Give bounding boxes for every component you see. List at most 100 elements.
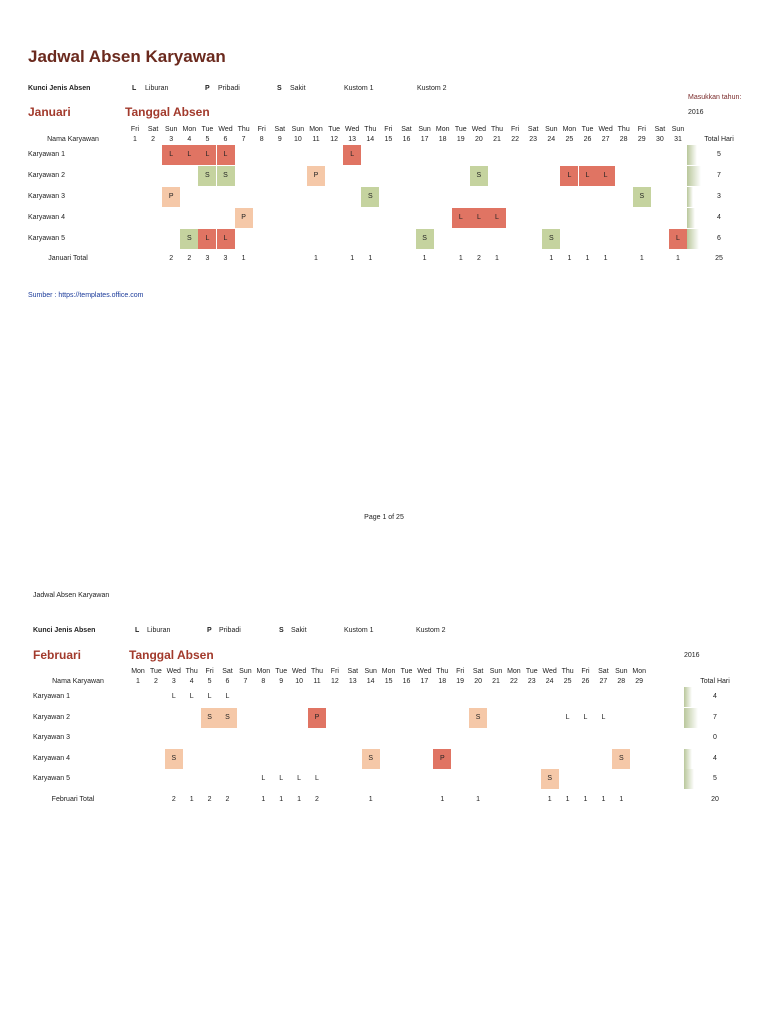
source-link[interactable]: Sumber : https://templates.office.com bbox=[28, 292, 144, 299]
absence-cell-L[interactable]: L bbox=[565, 713, 570, 721]
absence-cell-S[interactable]: S bbox=[200, 707, 219, 728]
day-total: 1 bbox=[189, 796, 194, 803]
weekday-label: Fri bbox=[205, 668, 214, 675]
weekday-label: Tue bbox=[581, 126, 594, 133]
absence-cell-S[interactable]: S bbox=[218, 707, 237, 728]
weekday-label: Fri bbox=[637, 126, 646, 133]
legend-custom-2: Kustom 2 bbox=[416, 627, 446, 634]
absence-cell-P[interactable]: P bbox=[162, 187, 181, 207]
absence-cell-L[interactable]: L bbox=[189, 693, 194, 700]
weekday-label: Wed bbox=[471, 126, 487, 133]
absence-cell-L[interactable]: L bbox=[315, 775, 319, 783]
absence-cell-P[interactable]: P bbox=[234, 208, 253, 228]
absence-cell-S[interactable]: S bbox=[540, 769, 559, 790]
absence-cell-S[interactable]: S bbox=[361, 187, 380, 207]
absence-cell-L[interactable]: L bbox=[560, 166, 579, 186]
day-total: 2 bbox=[225, 796, 230, 803]
day-number: 31 bbox=[674, 136, 682, 143]
absence-cell-L[interactable]: L bbox=[343, 145, 362, 165]
absence-cell-L[interactable]: L bbox=[216, 229, 235, 249]
day-total: 1 bbox=[639, 255, 644, 262]
absence-cell-S[interactable]: S bbox=[164, 748, 183, 769]
absence-cell-P[interactable]: P bbox=[433, 748, 452, 769]
grand-total: 20 bbox=[711, 796, 719, 803]
weekday-label: Sun bbox=[418, 126, 431, 133]
weekday-label: Sat bbox=[274, 126, 286, 133]
day-number: 28 bbox=[619, 136, 628, 143]
absence-cell-L[interactable]: L bbox=[162, 145, 181, 165]
employee-name: Karyawan 4 bbox=[33, 754, 70, 762]
weekday-label: Fri bbox=[384, 126, 393, 133]
absence-cell-L[interactable]: L bbox=[207, 693, 212, 700]
year-value[interactable]: 2016 bbox=[684, 652, 700, 659]
absence-cell-L[interactable]: L bbox=[451, 208, 470, 228]
legend-code-L: L bbox=[132, 85, 137, 92]
weekday-label: Sun bbox=[364, 668, 377, 675]
weekday-label: Sat bbox=[598, 668, 609, 675]
absence-cell-L[interactable]: L bbox=[261, 775, 266, 783]
weekday-label: Wed bbox=[291, 668, 307, 675]
day-total: 2 bbox=[187, 255, 192, 262]
absence-cell-L[interactable]: L bbox=[488, 208, 506, 228]
absence-cell-L[interactable]: L bbox=[596, 166, 615, 186]
employee-total: 3 bbox=[717, 193, 721, 200]
day-number: 24 bbox=[547, 136, 556, 143]
weekday-label: Tue bbox=[328, 126, 340, 133]
day-number: 1 bbox=[133, 136, 137, 143]
day-total: 1 bbox=[241, 255, 246, 262]
legend-item-label: Liburan bbox=[145, 85, 169, 92]
absence-cell-S[interactable]: S bbox=[632, 187, 651, 207]
absence-cell-S[interactable]: S bbox=[612, 748, 631, 769]
weekday-label: Sun bbox=[291, 126, 305, 133]
day-number: 27 bbox=[601, 136, 610, 143]
absence-cell-L[interactable]: L bbox=[171, 693, 176, 700]
absence-cell-L[interactable]: L bbox=[469, 208, 488, 228]
absence-cell-S[interactable]: S bbox=[361, 748, 380, 769]
month-title: Februari bbox=[33, 648, 82, 662]
absence-cell-L[interactable]: L bbox=[198, 145, 217, 165]
employee-total: 5 bbox=[717, 151, 721, 158]
absence-cell-S[interactable]: S bbox=[469, 707, 488, 728]
absence-cell-S[interactable]: S bbox=[198, 166, 217, 186]
total-data-bar bbox=[687, 208, 695, 228]
absence-cell-L[interactable]: L bbox=[225, 693, 230, 700]
name-column-header: Nama Karyawan bbox=[47, 136, 99, 143]
day-number: 8 bbox=[261, 678, 266, 685]
employee-total: 4 bbox=[713, 693, 717, 700]
weekday-label: Sat bbox=[347, 668, 359, 675]
absence-cell-L[interactable]: L bbox=[180, 145, 199, 165]
day-total: 2 bbox=[207, 796, 212, 803]
absence-cell-L[interactable]: L bbox=[216, 145, 235, 165]
weekday-label: Mon bbox=[309, 126, 323, 133]
absence-cell-P[interactable]: P bbox=[307, 166, 325, 186]
absence-cell-S[interactable]: S bbox=[216, 166, 235, 186]
absence-cell-L[interactable]: L bbox=[583, 713, 588, 721]
absence-cell-S[interactable]: S bbox=[415, 229, 434, 249]
legend-label: Kunci Jenis Absen bbox=[33, 627, 96, 634]
absence-cell-L[interactable]: L bbox=[578, 166, 597, 186]
year-value[interactable]: 2016 bbox=[688, 109, 704, 116]
day-number: 27 bbox=[599, 678, 608, 685]
absence-cell-L[interactable]: L bbox=[601, 713, 606, 721]
employee-name: Karyawan 5 bbox=[28, 235, 65, 242]
absence-cell-L[interactable]: L bbox=[279, 775, 284, 783]
weekday-label: Thu bbox=[617, 126, 630, 133]
name-column-header: Nama Karyawan bbox=[52, 678, 104, 685]
employee-total: 4 bbox=[713, 754, 717, 762]
day-number: 20 bbox=[474, 678, 482, 685]
absence-cell-P[interactable]: P bbox=[308, 707, 326, 728]
day-number: 18 bbox=[438, 136, 447, 143]
day-number: 25 bbox=[563, 678, 572, 685]
absence-cell-S[interactable]: S bbox=[542, 229, 561, 249]
day-total: 1 bbox=[422, 255, 427, 262]
absence-cell-S[interactable]: S bbox=[180, 229, 199, 249]
day-number: 3 bbox=[169, 136, 174, 143]
absence-cell-S[interactable]: S bbox=[469, 166, 488, 186]
day-number: 26 bbox=[583, 136, 592, 143]
absence-cell-L[interactable]: L bbox=[198, 229, 217, 249]
absence-cell-L[interactable]: L bbox=[669, 229, 687, 249]
absence-cell-L[interactable]: L bbox=[297, 775, 302, 783]
employee-total: 6 bbox=[717, 235, 721, 242]
day-number: 6 bbox=[223, 136, 228, 143]
day-total: 3 bbox=[205, 255, 210, 262]
